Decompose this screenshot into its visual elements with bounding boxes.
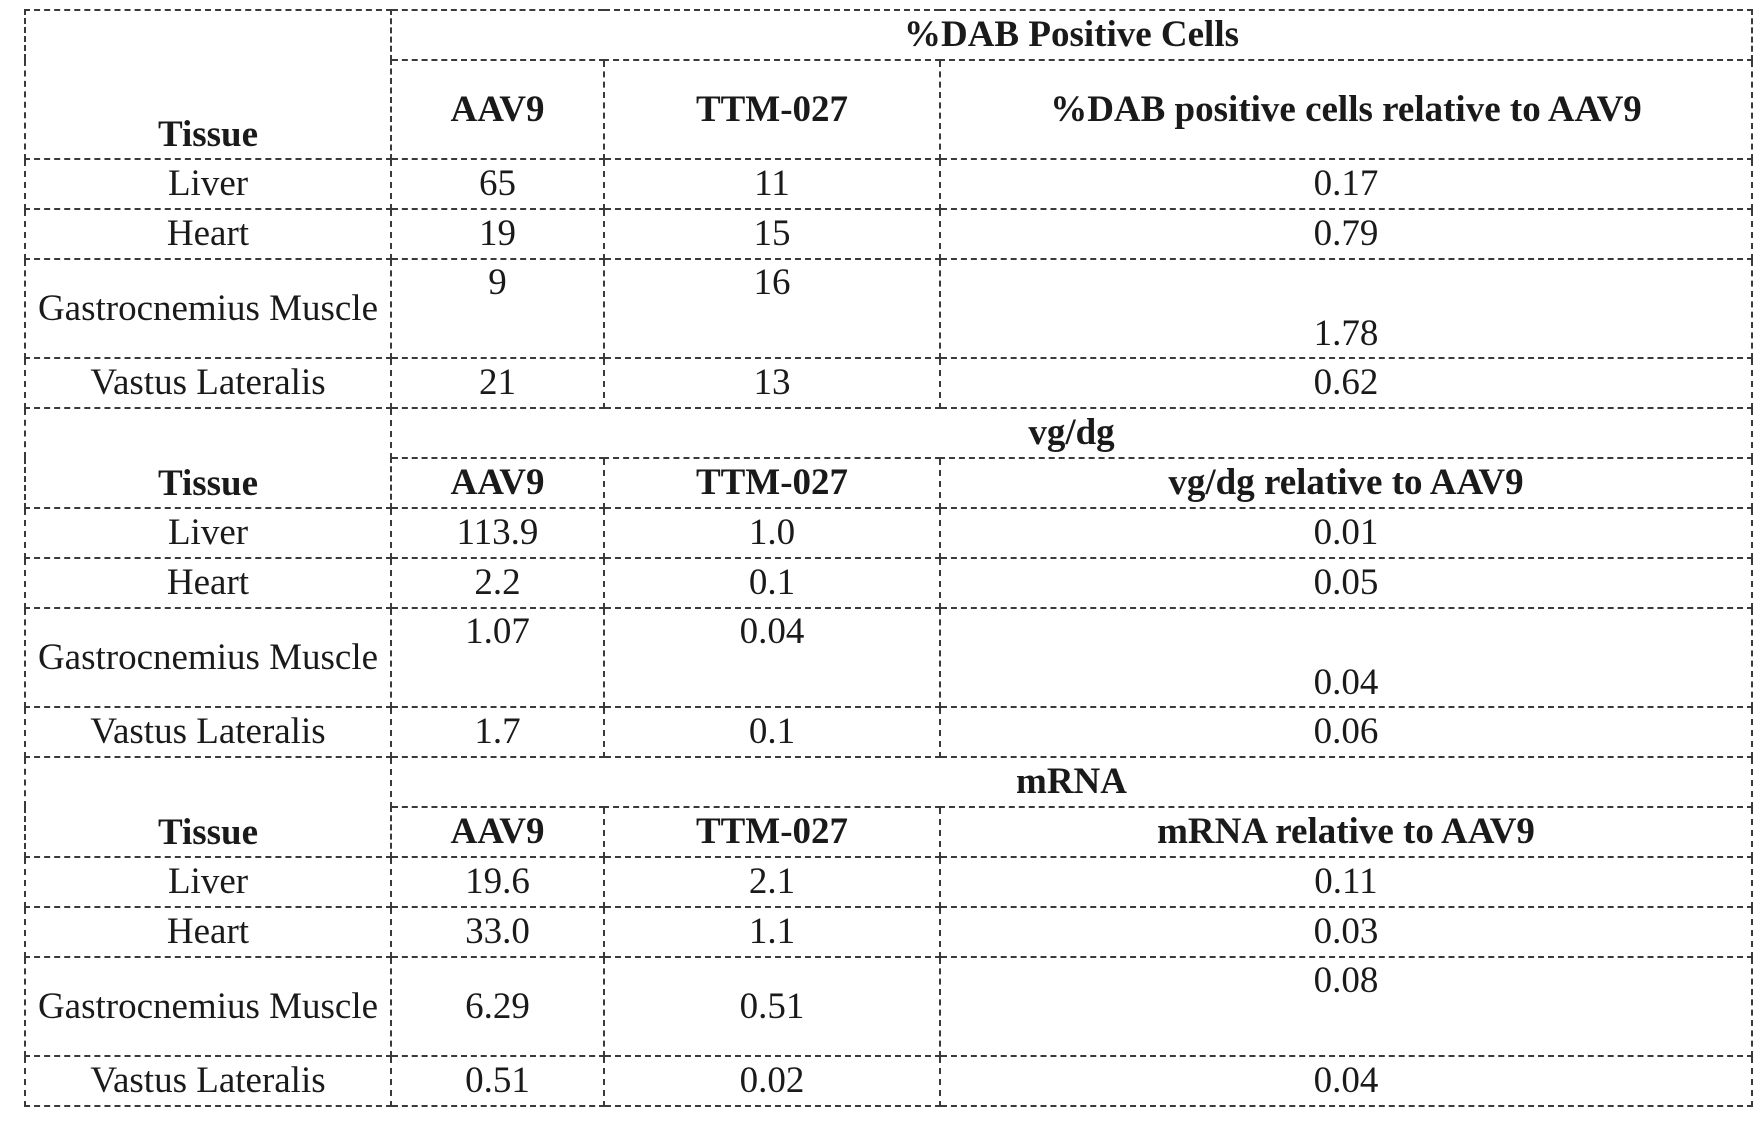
- table-row: Liver 113.9 1.0 0.01: [24, 507, 1753, 559]
- ttm-027-value: 16: [603, 258, 941, 359]
- relative-header: mRNA relative to AAV9: [939, 806, 1753, 858]
- aav9-value: 6.29: [390, 956, 605, 1057]
- ttm-027-value: 0.51: [603, 956, 941, 1057]
- tissue-cell: Vastus Lateralis: [24, 1055, 392, 1107]
- tissue-cell: Gastrocnemius Muscle: [24, 956, 392, 1057]
- aav9-value: 19.6: [390, 856, 605, 908]
- aav9-value: 1.07: [390, 607, 605, 708]
- relative-value: 0.06: [939, 706, 1753, 758]
- relative-value: 0.79: [939, 208, 1753, 260]
- aav9-value: 1.7: [390, 706, 605, 758]
- ttm-027-header: TTM-027: [603, 457, 941, 509]
- tissue-cell: Heart: [24, 557, 392, 609]
- ttm-027-value: 2.1: [603, 856, 941, 908]
- ttm-027-value: 0.04: [603, 607, 941, 708]
- table-row: Heart 33.0 1.1 0.03: [24, 906, 1753, 958]
- data-table: Tissue %DAB Positive Cells AAV9 TTM-027 …: [24, 9, 1753, 1107]
- tissue-cell: Heart: [24, 906, 392, 958]
- section-title: mRNA: [390, 756, 1753, 808]
- table-row: Liver 65 11 0.17: [24, 158, 1753, 210]
- tissue-cell: Vastus Lateralis: [24, 357, 392, 409]
- table-row: Liver 19.6 2.1 0.11: [24, 856, 1753, 908]
- ttm-027-value: 0.1: [603, 557, 941, 609]
- aav9-value: 2.2: [390, 557, 605, 609]
- table-row: Vastus Lateralis 21 13 0.62: [24, 357, 1753, 409]
- relative-value: 0.04: [939, 607, 1753, 708]
- aav9-value: 33.0: [390, 906, 605, 958]
- relative-header: vg/dg relative to AAV9: [939, 457, 1753, 509]
- table-row: Gastrocnemius Muscle 1.07 0.04 0.04: [24, 607, 1753, 708]
- tissue-header: Tissue: [24, 756, 392, 858]
- aav9-value: 21: [390, 357, 605, 409]
- table-row: Heart 2.2 0.1 0.05: [24, 557, 1753, 609]
- ttm-027-value: 15: [603, 208, 941, 260]
- aav9-value: 65: [390, 158, 605, 210]
- relative-value: 0.04: [939, 1055, 1753, 1107]
- aav9-value: 9: [390, 258, 605, 359]
- ttm-027-header: TTM-027: [603, 806, 941, 858]
- ttm-027-value: 13: [603, 357, 941, 409]
- ttm-027-header: TTM-027: [603, 59, 941, 160]
- table-row: Gastrocnemius Muscle 6.29 0.51 0.08: [24, 956, 1753, 1057]
- section-title: %DAB Positive Cells: [390, 9, 1753, 61]
- section-title: vg/dg: [390, 407, 1753, 459]
- tissue-cell: Vastus Lateralis: [24, 706, 392, 758]
- table-row: Vastus Lateralis 0.51 0.02 0.04: [24, 1055, 1753, 1107]
- tissue-header: Tissue: [24, 9, 392, 160]
- ttm-027-value: 0.1: [603, 706, 941, 758]
- aav9-value: 0.51: [390, 1055, 605, 1107]
- relative-value: 1.78: [939, 258, 1753, 359]
- aav9-header: AAV9: [390, 59, 605, 160]
- ttm-027-value: 11: [603, 158, 941, 210]
- ttm-027-value: 1.1: [603, 906, 941, 958]
- aav9-header: AAV9: [390, 806, 605, 858]
- aav9-value: 113.9: [390, 507, 605, 559]
- tissue-cell: Liver: [24, 856, 392, 908]
- relative-value: 0.05: [939, 557, 1753, 609]
- relative-value: 0.17: [939, 158, 1753, 210]
- relative-value: 0.08: [939, 956, 1753, 1057]
- table-row: Gastrocnemius Muscle 9 16 1.78: [24, 258, 1753, 359]
- tissue-cell: Liver: [24, 507, 392, 559]
- table-row: Vastus Lateralis 1.7 0.1 0.06: [24, 706, 1753, 758]
- ttm-027-value: 1.0: [603, 507, 941, 559]
- relative-value: 0.11: [939, 856, 1753, 908]
- tissue-cell: Heart: [24, 208, 392, 260]
- relative-value: 0.03: [939, 906, 1753, 958]
- aav9-value: 19: [390, 208, 605, 260]
- tissue-cell: Liver: [24, 158, 392, 210]
- table-row: Heart 19 15 0.79: [24, 208, 1753, 260]
- ttm-027-value: 0.02: [603, 1055, 941, 1107]
- relative-header: %DAB positive cells relative to AAV9: [939, 59, 1753, 160]
- tissue-header: Tissue: [24, 407, 392, 509]
- tissue-cell: Gastrocnemius Muscle: [24, 258, 392, 359]
- aav9-header: AAV9: [390, 457, 605, 509]
- relative-value: 0.62: [939, 357, 1753, 409]
- relative-value: 0.01: [939, 507, 1753, 559]
- tissue-cell: Gastrocnemius Muscle: [24, 607, 392, 708]
